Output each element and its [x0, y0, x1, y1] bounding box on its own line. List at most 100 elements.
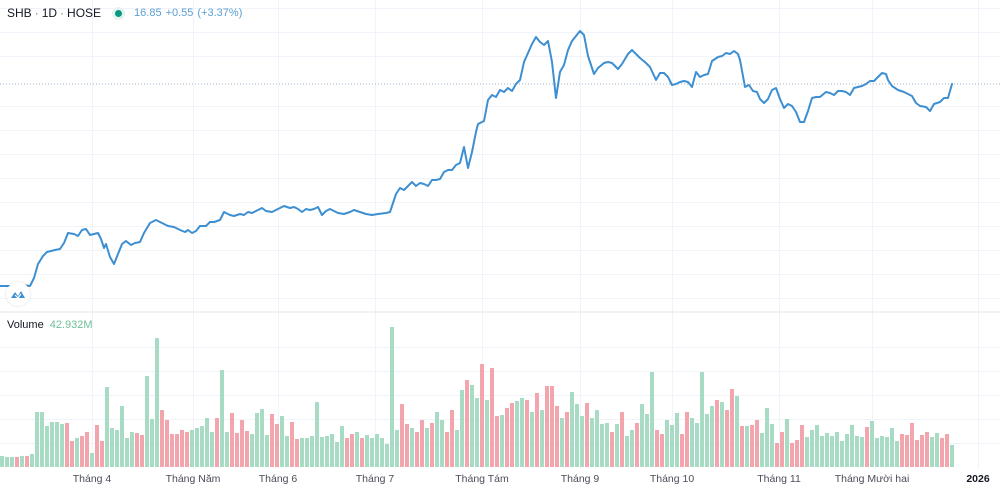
volume-bar-up: [225, 432, 229, 467]
volume-bar-down: [95, 425, 99, 467]
volume-bar-down: [100, 441, 104, 467]
volume-bar-down: [915, 440, 919, 467]
volume-bar-up: [500, 415, 504, 467]
volume-bar-down: [525, 400, 529, 467]
volume-bar-down: [245, 431, 249, 467]
volume-bar-down: [725, 410, 729, 467]
volume-bar-up: [55, 422, 59, 467]
volume-bar-down: [25, 456, 29, 467]
volume-bar-up: [580, 416, 584, 467]
volume-bar-down: [240, 420, 244, 467]
volume-bar-up: [710, 406, 714, 467]
volume-bar-up: [835, 432, 839, 467]
volume-bar-up: [690, 418, 694, 467]
symbol-label[interactable]: SHB: [7, 6, 32, 20]
volume-bar-up: [325, 436, 329, 467]
volume-bar-up: [435, 412, 439, 467]
volume-bar-down: [685, 412, 689, 467]
volume-bar-up: [705, 414, 709, 467]
volume-bar-up: [470, 385, 474, 467]
volume-bar-up: [35, 412, 39, 467]
volume-bar-up: [875, 438, 879, 467]
time-axis-label: Tháng 6: [258, 473, 298, 485]
volume-bar-up: [760, 433, 764, 467]
volume-bar-up: [645, 414, 649, 467]
volume-bar-up: [815, 425, 819, 467]
time-axis-label: Tháng 10: [649, 473, 695, 485]
volume-bar-up: [50, 422, 54, 467]
volume-bar-up: [130, 432, 134, 467]
volume-bar-up: [825, 433, 829, 467]
volume-bar-up: [320, 437, 324, 467]
volume-bar-down: [180, 430, 184, 467]
volume-bar-up: [125, 438, 129, 467]
volume-bar-down: [610, 432, 614, 467]
volume-bar-up: [195, 428, 199, 467]
volume-bar-up: [205, 418, 209, 467]
volume-bar-up: [425, 428, 429, 467]
volume-bar-up: [650, 372, 654, 467]
volume-bar-up: [600, 424, 604, 467]
volume-bar-up: [395, 430, 399, 467]
volume-bar-up: [820, 436, 824, 467]
volume-bar-up: [145, 376, 149, 467]
volume-bars: [0, 327, 954, 467]
time-axis-label: Tháng Tám: [455, 473, 509, 485]
volume-bar-up: [285, 436, 289, 467]
volume-bar-down: [655, 430, 659, 467]
volume-bar-down: [585, 403, 589, 467]
volume-bar-up: [805, 437, 809, 467]
volume-bar-down: [795, 440, 799, 467]
volume-bar-up: [575, 404, 579, 467]
volume-bar-down: [635, 423, 639, 467]
tradingview-logo-button[interactable]: [6, 282, 30, 306]
volume-bar-down: [510, 403, 514, 467]
volume-bar-up: [210, 432, 214, 467]
volume-bar-up: [20, 456, 24, 467]
volume-bar-up: [385, 444, 389, 467]
time-axis[interactable]: Tháng 4 Tháng Năm Tháng 6 Tháng 7 Tháng Tám T…: [0, 473, 1000, 489]
volume-bar-down: [925, 432, 929, 467]
volume-bar-up: [880, 436, 884, 467]
time-axis-label: 2026: [966, 473, 990, 485]
volume-bar-up: [365, 435, 369, 467]
volume-bar-down: [15, 457, 19, 467]
volume-bar-up: [440, 420, 444, 467]
volume-bar-down: [400, 404, 404, 467]
last-price: 16.85: [134, 7, 162, 19]
volume-bar-down: [730, 389, 734, 467]
volume-bar-up: [260, 409, 264, 467]
volume-bar-down: [230, 413, 234, 467]
volume-legend[interactable]: Volume 42.932M: [7, 319, 93, 331]
price-change-percent: (+3.37%): [197, 7, 243, 19]
volume-bar-down: [295, 439, 299, 467]
volume-bar-up: [845, 434, 849, 467]
separator-dot: ·: [34, 6, 39, 20]
volume-value: 42.932M: [49, 319, 93, 331]
time-axis-label: Tháng Năm: [165, 473, 221, 485]
volume-bar-down: [545, 386, 549, 467]
volume-bar-down: [450, 410, 454, 467]
time-axis-label: Tháng 9: [560, 473, 600, 485]
volume-bar-up: [860, 437, 864, 467]
volume-bar-up: [410, 428, 414, 467]
volume-bar-up: [370, 438, 374, 467]
volume-bar-down: [555, 406, 559, 467]
volume-bar-down: [480, 364, 484, 467]
volume-bar-up: [390, 327, 394, 467]
volume-bar-up: [700, 372, 704, 467]
market-status-icon: [115, 9, 123, 17]
volume-bar-up: [765, 408, 769, 467]
volume-bar-up: [770, 424, 774, 467]
volume-bar-up: [265, 435, 269, 467]
volume-bar-up: [785, 419, 789, 467]
volume-bar-up: [840, 441, 844, 467]
volume-bar-up: [540, 410, 544, 467]
volume-bar-up: [220, 370, 224, 467]
volume-bar-up: [870, 421, 874, 467]
interval-label[interactable]: 1D: [41, 6, 58, 20]
volume-bar-down: [165, 420, 169, 467]
series-legend[interactable]: SHB · 1D · HOSE 16.85 +0.55 (+3.37%): [7, 6, 242, 20]
